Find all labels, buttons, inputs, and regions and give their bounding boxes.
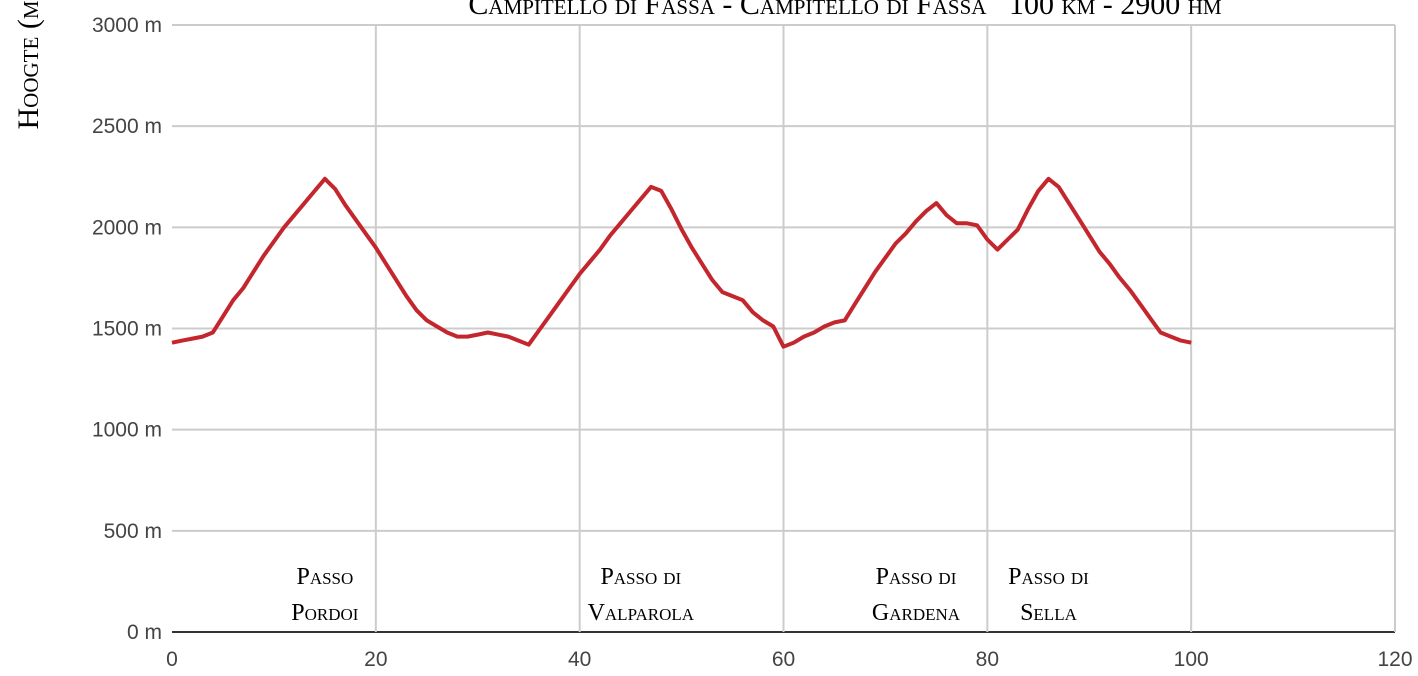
annotation: Valparola (588, 600, 695, 626)
y-tick-label: 1000 m (92, 419, 162, 442)
y-tick-label: 2500 m (92, 115, 162, 138)
y-axis-label: Hoogte (m) (12, 0, 45, 129)
x-tick-label: 40 (568, 648, 591, 671)
annotation: Passo di (1008, 564, 1089, 590)
x-tick-label: 20 (364, 648, 387, 671)
annotation: Passo (296, 564, 353, 590)
y-tick-label: 2000 m (92, 216, 162, 239)
x-tick-label: 80 (976, 648, 999, 671)
annotation: Passo di (600, 564, 681, 590)
annotation: Pordoi (291, 600, 359, 626)
x-tick-label: 60 (772, 648, 795, 671)
x-tick-label: 100 (1174, 648, 1209, 671)
line (171, 176, 1192, 349)
y-tick-label: 500 m (104, 520, 162, 543)
annotation: Sella (1020, 600, 1078, 626)
y-tick-label: 1500 m (92, 318, 162, 341)
chart-title: Campitello di Fassa - Campitello di Fass… (468, 0, 1222, 21)
annotation: Gardena (872, 600, 961, 626)
y-tick-label: 3000 m (92, 14, 162, 37)
annotation: Passo di (876, 564, 957, 590)
x-tick-label: 120 (1377, 648, 1412, 671)
x-tick-label: 0 (166, 648, 178, 671)
y-tick-label: 0 m (127, 621, 162, 644)
